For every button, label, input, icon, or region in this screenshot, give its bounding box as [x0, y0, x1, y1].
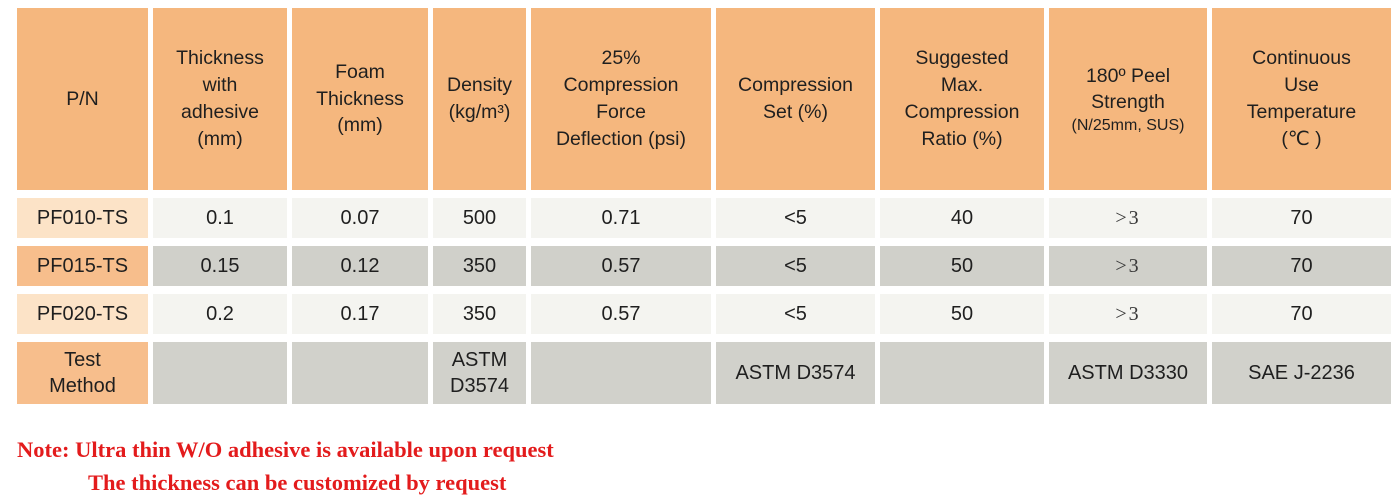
table-cell: 350 [433, 246, 526, 286]
table-cell: <5 [716, 198, 875, 238]
table-cell: 0.15 [153, 246, 287, 286]
test-method-cell [880, 342, 1044, 404]
col-header-suggested-max-compression-ratio: Suggested Max. Compression Ratio (%) [880, 8, 1044, 190]
note-block: Note: Ultra thin W/O adhesive is availab… [17, 434, 554, 499]
note-line-2: The thickness can be customized by reque… [88, 469, 507, 495]
table-cell: 500 [433, 198, 526, 238]
table-cell: 0.57 [531, 294, 711, 334]
test-method-cell [292, 342, 428, 404]
table-cell: 0.17 [292, 294, 428, 334]
table-cell: 0.2 [153, 294, 287, 334]
table-cell: 0.1 [153, 198, 287, 238]
table-cell: 0.71 [531, 198, 711, 238]
col-header-peel-strength: 180º Peel Strength (N/25mm, SUS) [1049, 8, 1207, 190]
table-cell: 70 [1212, 294, 1391, 334]
note-line-1: Note: Ultra thin W/O adhesive is availab… [17, 437, 554, 462]
table-cell: 50 [880, 246, 1044, 286]
table-cell: 70 [1212, 246, 1391, 286]
peel-strength-subtitle: (N/25mm, SUS) [1071, 117, 1185, 135]
pn-cell: PF015-TS [17, 246, 148, 286]
test-method-cell: ASTM D3330 [1049, 342, 1207, 404]
test-method-cell: SAE J-2236 [1212, 342, 1391, 404]
test-method-cell [531, 342, 711, 404]
table-cell: 0.07 [292, 198, 428, 238]
table-cell: 0.57 [531, 246, 711, 286]
col-header-compression-set: Compression Set (%) [716, 8, 875, 190]
col-header-foam-thickness: Foam Thickness (mm) [292, 8, 428, 190]
product-spec-table: P/N Thickness with adhesive (mm) Foam Th… [17, 8, 1391, 404]
col-header-thickness-with-adhesive: Thickness with adhesive (mm) [153, 8, 287, 190]
table-cell: 70 [1212, 198, 1391, 238]
test-method-cell: ASTM D3574 [433, 342, 526, 404]
table-cell: <5 [716, 294, 875, 334]
col-header-density: Density (kg/m³) [433, 8, 526, 190]
test-method-cell [153, 342, 287, 404]
table-cell: >3 [1049, 294, 1207, 334]
table-cell: 350 [433, 294, 526, 334]
table-cell: 40 [880, 198, 1044, 238]
table-cell: >3 [1049, 246, 1207, 286]
col-header-compression-force-deflection: 25% Compression Force Deflection (psi) [531, 8, 711, 190]
col-header-continuous-use-temperature: Continuous Use Temperature (℃ ) [1212, 8, 1391, 190]
table-cell: <5 [716, 246, 875, 286]
table-cell: 50 [880, 294, 1044, 334]
table-cell: >3 [1049, 198, 1207, 238]
col-header-pn: P/N [17, 8, 148, 190]
table-cell: 0.12 [292, 246, 428, 286]
pn-cell: PF020-TS [17, 294, 148, 334]
test-method-cell: ASTM D3574 [716, 342, 875, 404]
peel-strength-title: 180º Peel Strength [1085, 64, 1171, 114]
pn-cell: PF010-TS [17, 198, 148, 238]
test-method-label-cell: Test Method [17, 342, 148, 404]
